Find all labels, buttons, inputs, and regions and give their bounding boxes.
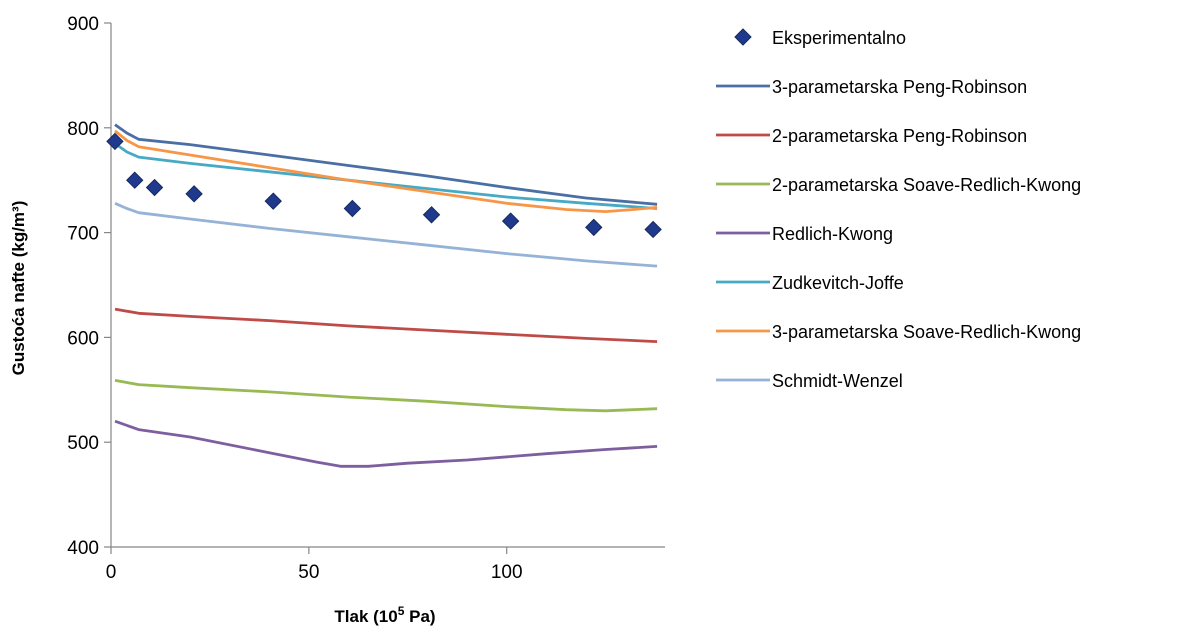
y-tick-label: 800 xyxy=(67,119,99,140)
experimental-point xyxy=(145,178,164,197)
legend-label: Schmidt-Wenzel xyxy=(772,371,903,391)
series-line xyxy=(114,379,658,413)
series-lines xyxy=(114,123,658,468)
legend-label: Eksperimentalno xyxy=(772,28,906,48)
legend: Eksperimentalno 3-parametarska Peng-Robin… xyxy=(716,28,1081,391)
legend-label: Redlich-Kwong xyxy=(772,224,893,244)
legend-label: Zudkevitch-Joffe xyxy=(772,273,904,293)
experimental-point xyxy=(106,132,124,151)
series-line xyxy=(114,202,658,268)
experimental-point xyxy=(501,212,520,230)
legend-label: 2-parametarska Peng-Robinson xyxy=(772,126,1027,146)
x-tick-label: 0 xyxy=(106,562,117,583)
experimental-point xyxy=(422,206,441,224)
x-axis-title: Tlak (105 Pa) xyxy=(334,604,435,626)
y-tick-label: 400 xyxy=(67,538,99,559)
experimental-point xyxy=(185,185,203,203)
experimental-point xyxy=(126,171,144,189)
experimental-point xyxy=(644,220,662,239)
x-tick-label: 50 xyxy=(298,562,319,583)
x-axis-ticks: 0 50 100 xyxy=(106,547,523,583)
experimental-point xyxy=(585,218,603,237)
y-axis-ticks: 400 500 600 700 800 900 xyxy=(67,14,111,559)
plot-area: 400 500 600 700 800 900 0 50 100 xyxy=(67,14,665,583)
series-line xyxy=(114,123,658,206)
experimental-point xyxy=(264,192,282,210)
series-line xyxy=(114,307,658,343)
y-tick-label: 900 xyxy=(67,14,99,35)
y-tick-label: 500 xyxy=(67,433,99,454)
legend-marker xyxy=(734,28,752,46)
series-line xyxy=(114,419,658,468)
y-tick-label: 700 xyxy=(67,224,99,245)
experimental-markers xyxy=(106,132,662,239)
legend-label: 3-parametarska Soave-Redlich-Kwong xyxy=(772,322,1081,342)
y-axis-title: Gustoća nafte (kg/m³) xyxy=(9,201,28,376)
legend-label: 3-parametarska Peng-Robinson xyxy=(772,77,1027,97)
series-line xyxy=(114,129,658,213)
experimental-point xyxy=(343,199,362,218)
legend-label: 2-parametarska Soave-Redlich-Kwong xyxy=(772,175,1081,195)
x-tick-label: 100 xyxy=(491,562,523,583)
y-tick-label: 600 xyxy=(67,328,99,349)
series-line xyxy=(114,142,658,210)
